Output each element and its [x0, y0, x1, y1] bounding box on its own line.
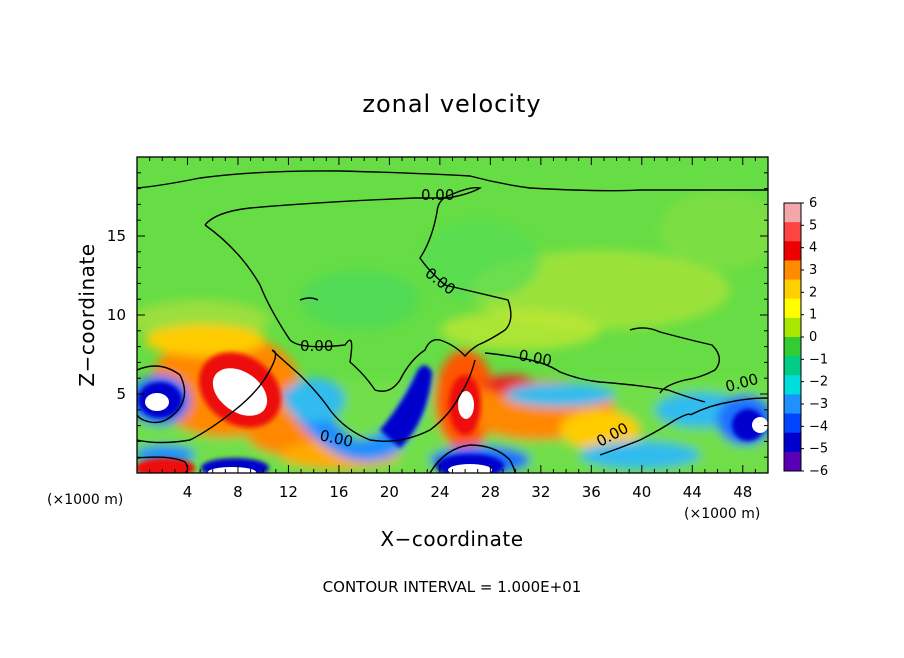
- colorbar-label: −5: [809, 442, 828, 457]
- x-tick-label: 48: [733, 483, 752, 501]
- x-tick-label: 32: [531, 483, 550, 501]
- colorbar-label: 2: [809, 285, 817, 300]
- contour-label: 0.00: [421, 186, 454, 204]
- colorbar-swatch: [784, 432, 801, 453]
- colorbar-swatch: [784, 413, 801, 434]
- colorbar-swatch: [784, 298, 801, 319]
- x-tick-label: 36: [582, 483, 601, 501]
- colorbar-swatch: [784, 375, 801, 395]
- colorbar-swatch: [784, 222, 801, 242]
- x-tick-label: 28: [481, 483, 500, 501]
- contour-interval-note: CONTOUR INTERVAL = 1.000E+01: [323, 578, 582, 596]
- x-tick-label: 20: [380, 483, 399, 501]
- colorbar-swatch: [784, 279, 801, 300]
- x-unit-right: (×1000 m): [684, 506, 760, 522]
- colorbar-swatch: [784, 203, 801, 223]
- colorbar-label: −3: [809, 397, 828, 412]
- x-axis: 4 8 12 16 20 24 28 32 36 40 44 48: [149, 157, 756, 501]
- x-axis-title: X−coordinate: [380, 527, 523, 551]
- x-tick-label: 16: [329, 483, 348, 501]
- contour-lines: [137, 170, 768, 473]
- x-tick-label: 8: [233, 483, 243, 501]
- colorbar-label: −2: [809, 375, 828, 390]
- heatmap-field: [137, 157, 768, 473]
- y-axis: 5 10 15: [107, 172, 768, 458]
- colorbar-swatch: [784, 356, 801, 376]
- y-tick-label: 15: [107, 227, 126, 245]
- colorbar-swatch: [784, 317, 801, 338]
- colorbar-swatch: [784, 260, 801, 281]
- colorbar-swatch: [784, 451, 801, 472]
- colorbar-label: −1: [809, 352, 828, 367]
- x-tick-label: 24: [430, 483, 449, 501]
- colorbar: 6 5 4 3 2 1 0 −1 −2 −3 −4 −5 −6: [783, 196, 828, 479]
- colorbar-swatch: [784, 394, 801, 415]
- colorbar-label: −6: [809, 464, 828, 479]
- colorbar-label: 5: [809, 218, 817, 233]
- x-tick-label: 44: [683, 483, 702, 501]
- y-tick-label: 10: [107, 306, 126, 324]
- colorbar-swatch: [784, 337, 801, 357]
- colorbar-label: 3: [809, 263, 817, 278]
- chart-title: zonal velocity: [362, 90, 541, 118]
- x-tick-label: 12: [279, 483, 298, 501]
- x-tick-label: 4: [183, 483, 193, 501]
- colorbar-label: 6: [809, 196, 817, 211]
- colorbar-label: 0: [809, 330, 817, 345]
- colorbar-label: −4: [809, 419, 828, 434]
- x-tick-label: 40: [632, 483, 651, 501]
- colorbar-label: 1: [809, 308, 817, 323]
- colorbar-swatch: [784, 241, 801, 261]
- y-tick-label: 5: [116, 385, 126, 403]
- contour-label: 0.00: [517, 346, 553, 370]
- x-unit-left: (×1000 m): [47, 492, 123, 508]
- contour-label: 0.00: [300, 337, 333, 355]
- colorbar-label: 4: [809, 241, 817, 256]
- y-axis-title: Z−coordinate: [75, 243, 99, 386]
